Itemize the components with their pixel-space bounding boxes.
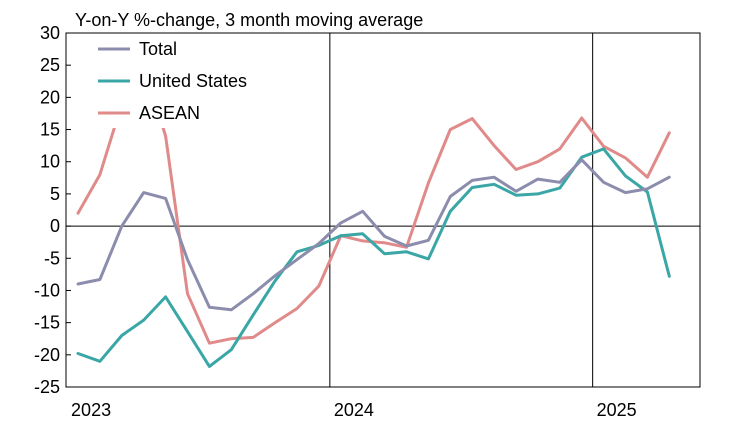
series-line-total bbox=[76, 158, 671, 312]
y-tick-label: -20 bbox=[34, 345, 60, 365]
y-tick-label: 25 bbox=[40, 55, 60, 75]
chart-title: Y-on-Y %-change, 3 month moving average bbox=[75, 10, 423, 30]
legend: Total United States ASEAN bbox=[88, 38, 278, 128]
x-year-label: 2023 bbox=[71, 400, 111, 420]
legend-label-asean: ASEAN bbox=[139, 103, 200, 123]
y-tick-label: 10 bbox=[40, 152, 60, 172]
y-tick-label: -5 bbox=[44, 248, 60, 268]
y-tick-label: -15 bbox=[34, 313, 60, 333]
legend-label-total: Total bbox=[139, 39, 177, 59]
y-tick-label: 20 bbox=[40, 87, 60, 107]
x-year-label: 2025 bbox=[597, 400, 637, 420]
x-year-label: 2024 bbox=[334, 400, 374, 420]
y-tick-label: 5 bbox=[50, 184, 60, 204]
y-tick-label: -10 bbox=[34, 280, 60, 300]
series-layer bbox=[76, 63, 671, 368]
grid-layer bbox=[329, 33, 594, 387]
y-tick-label: 0 bbox=[50, 216, 60, 236]
series-line-united-states bbox=[76, 147, 671, 368]
legend-label-united-states: United States bbox=[139, 71, 247, 91]
y-tick-label: -25 bbox=[34, 377, 60, 397]
axis-layer: 30 25 20 15 10 5 0 -5 -10 -15 -20 -25 2023 2024 2025 bbox=[34, 23, 701, 420]
y-tick-label: 15 bbox=[40, 120, 60, 140]
y-tick-label: 30 bbox=[40, 23, 60, 43]
plot-frame bbox=[65, 32, 701, 388]
